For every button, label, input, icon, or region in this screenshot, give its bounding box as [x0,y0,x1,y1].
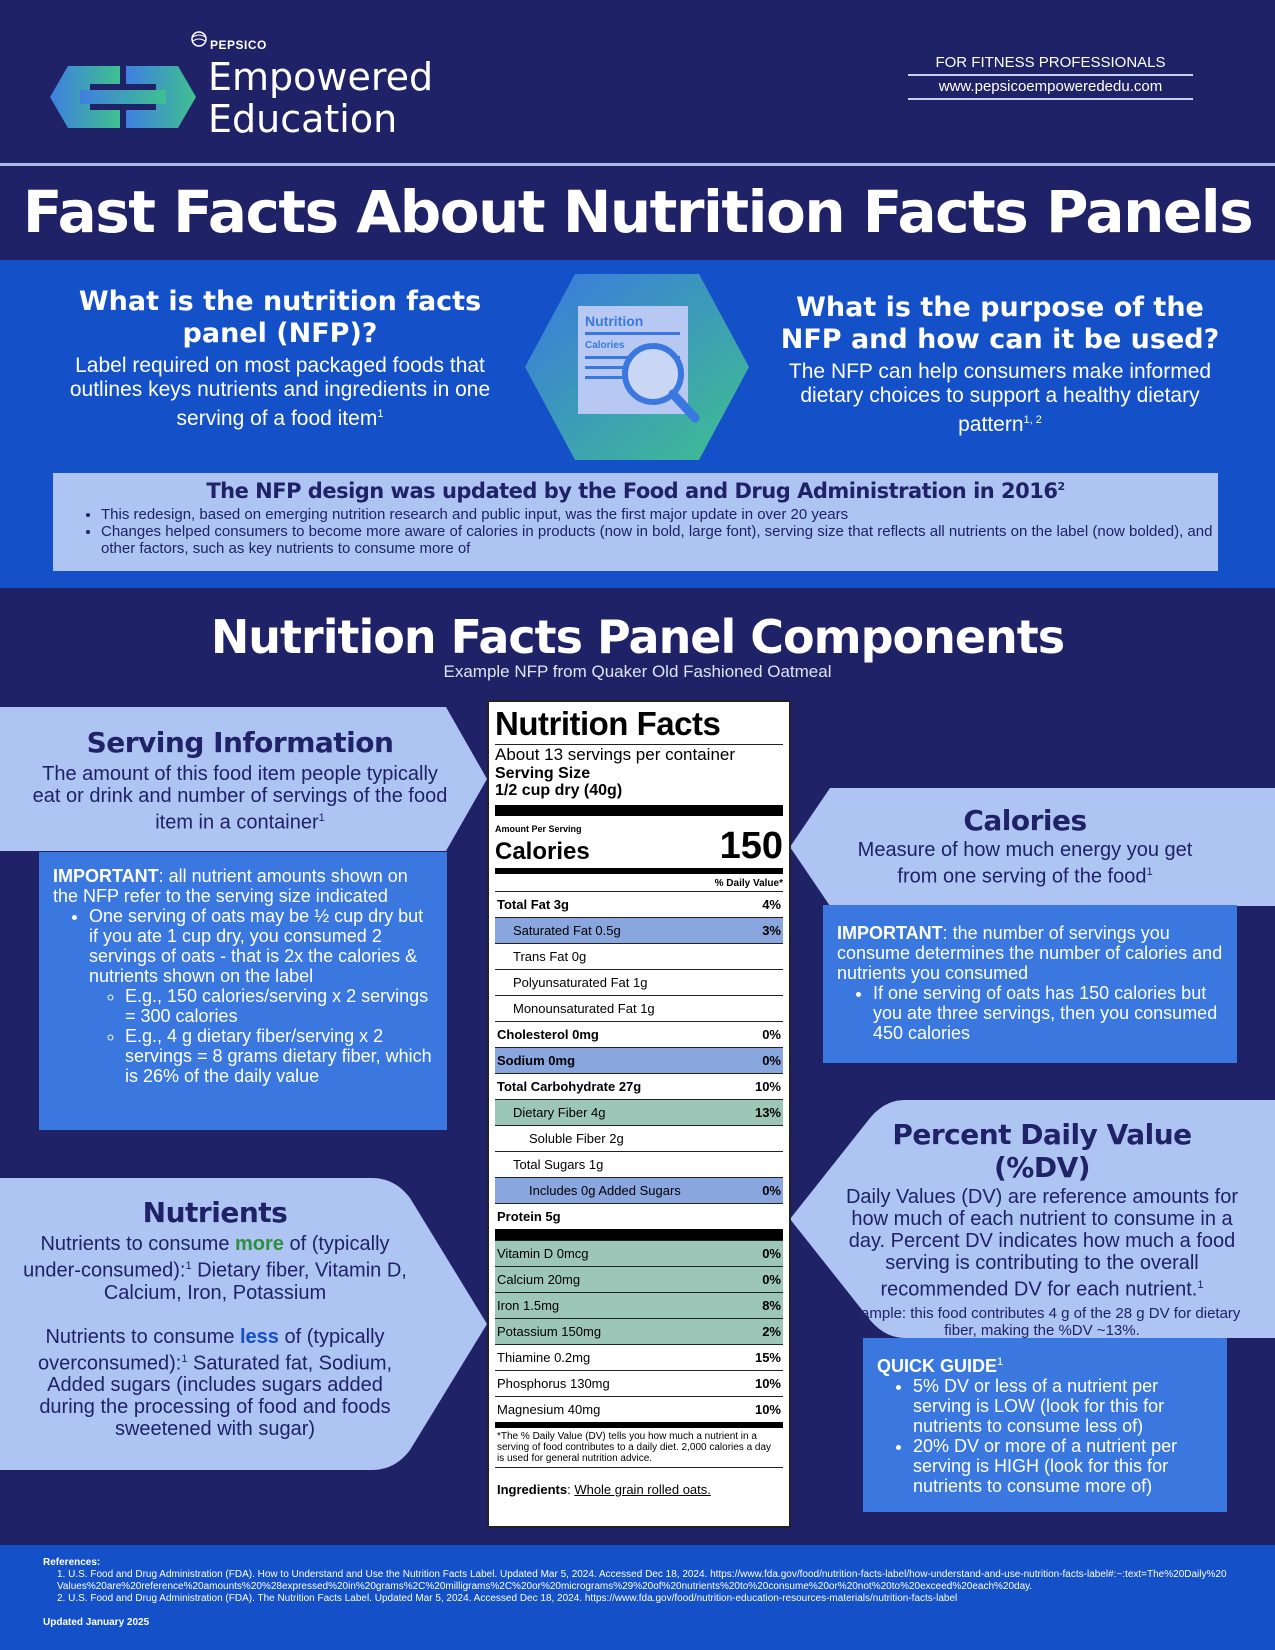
quick-guide-item: 5% DV or less of a nutrient per serving … [913,1376,1213,1436]
components-title: Nutrition Facts Panel Components [210,610,1065,664]
pepsico-globe-icon [191,31,207,47]
calories-bullet: If one serving of oats has 150 calories … [873,983,1223,1043]
serving-example: E.g., 4 g dietary fiber/serving x 2 serv… [125,1026,433,1086]
serving-example: E.g., 150 calories/serving x 2 servings … [125,986,433,1026]
serving-info-arrow-shape [0,707,487,851]
nfp-purpose: What is the purpose of the NFP and how c… [770,292,1230,437]
nutrients-arrow-shape [0,1178,487,1470]
nfp-serving-size-label: Serving Size [495,765,591,782]
reference-item: 1. U.S. Food and Drug Administration (FD… [57,1569,1227,1592]
nfp-nutrient-rows: Total Fat 3g 4% Saturated Fat 0.5g 3% Trans … [495,891,783,1229]
nfp-row: Total Fat 3g 4% [495,891,783,917]
purpose-text: The NFP can help consumers make informed… [788,360,1212,436]
calories-important-box: IMPORTANT: the number of servings you co… [823,905,1237,1063]
nutrition-label-magnifier-icon: Nutrition Calories [525,274,749,460]
nfp-row: Dietary Fiber 4g 13% [495,1099,783,1125]
nfp-dv-header: % Daily Value* [714,878,783,889]
calories-text: Measure of how much energy you get from … [857,839,1193,888]
dv-info: Percent Daily Value (%DV) Daily Values (… [842,1118,1242,1339]
nfp-vitamin-row: Magnesium 40mg 10% [495,1396,783,1422]
nutrients-more-text: Nutrients to consume more of (typically … [23,1233,407,1304]
empowered-education-logo [50,66,196,128]
nfp-row: Total Carbohydrate 27g 10% [495,1073,783,1099]
nfp-vitamin-row: Thiamine 0.2mg 15% [495,1344,783,1370]
references: References: 1. U.S. Food and Drug Admini… [43,1557,1233,1629]
nfp-ingredients: Ingredients: Whole grain rolled oats. [497,1482,711,1497]
nfp-row: Cholesterol 0mg 0% [495,1021,783,1047]
header-divider [0,163,1275,166]
dv-arrow-shape [790,1100,1275,1338]
quick-guide-item: 20% DV or more of a nutrient per serving… [913,1436,1213,1496]
nfp-vitamin-row: Potassium 150mg 2% [495,1318,783,1344]
nfp-row: Trans Fat 0g [495,943,783,969]
what-text: Label required on most packaged foods th… [69,354,491,430]
serving-important-box: IMPORTANT: all nutrient amounts shown on… [39,852,447,1130]
nfp-servings: About 13 servings per container [495,744,783,765]
svg-text:Nutrition: Nutrition [585,313,643,329]
dv-heading: Percent Daily Value (%DV) [892,1118,1192,1184]
nfp-vitamin-row: Vitamin D 0mcg 0% [495,1240,783,1266]
serving-heading: Serving Information [86,726,394,759]
nfp-title: Nutrition Facts [495,705,721,742]
update-bullet: Changes helped consumers to become more … [101,523,1218,557]
calories-info: Calories Measure of how much energy you … [840,804,1210,888]
nfp-serving-size: 1/2 cup dry (40g) [495,782,623,799]
calories-arrow-shape [790,788,1275,906]
audience-label: FOR FITNESS PROFESSIONALS [908,52,1193,76]
nfp-row: Sodium 0mg 0% [495,1047,783,1073]
company-name: PEPSICO [210,38,267,52]
update-box: The NFP design was updated by the Food a… [53,473,1218,571]
nfp-amount-label: Amount Per Serving [495,824,582,834]
dv-example: Example: this food contributes 4 g of th… [843,1304,1241,1339]
page-title: Fast Facts About Nutrition Facts Panels [22,178,1254,246]
references-band [0,1545,1275,1650]
nfp-vitamin-row: Phosphorus 130mg 10% [495,1370,783,1396]
what-heading: What is the nutrition facts panel (NFP)? [78,286,482,349]
nfp-vitamin-rows: Vitamin D 0mcg 0% Calcium 20mg 0% Iron 1.5mg… [495,1240,783,1422]
reference-item: 2. U.S. Food and Drug Administration (FD… [57,1593,958,1604]
nfp-footnote: *The % Daily Value (DV) tells you how mu… [495,1428,783,1468]
updated-date: Updated January 2025 [43,1617,150,1628]
nutrients-info: Nutrients Nutrients to consume more of (… [22,1196,408,1440]
update-heading: The NFP design was updated by the Food a… [206,479,1065,503]
nutrition-facts-panel: Nutrition Facts About 13 servings per co… [487,700,791,1528]
nfp-calories-label: Calories [495,838,590,865]
update-bullet: This redesign, based on emerging nutriti… [101,506,1218,523]
serving-text: The amount of this food item people typi… [32,763,448,834]
what-is-nfp: What is the nutrition facts panel (NFP)?… [50,286,510,431]
nfp-row: Includes 0g Added Sugars 0% [495,1177,783,1203]
svg-text:Calories: Calories [585,340,625,351]
components-subtitle: Example NFP from Quaker Old Fashioned Oa… [443,662,832,681]
nfp-row: Protein 5g [495,1203,783,1229]
calories-heading: Calories [963,804,1087,837]
nutrients-heading: Nutrients [142,1196,288,1229]
nfp-row: Total Sugars 1g [495,1151,783,1177]
nfp-calories-value: 150 [719,825,783,867]
nfp-vitamin-row: Calcium 20mg 0% [495,1266,783,1292]
nutrients-less-text: Nutrients to consume less of (typically … [37,1325,393,1441]
nfp-row: Polyunsaturated Fat 1g [495,969,783,995]
nfp-vitamin-row: Iron 1.5mg 8% [495,1292,783,1318]
quick-guide-label: QUICK GUIDE [877,1356,998,1376]
serving-info: Serving Information The amount of this f… [30,726,450,834]
nfp-row: Monounsaturated Fat 1g [495,995,783,1021]
fitness-header: FOR FITNESS PROFESSIONALS www.pepsicoemp… [908,52,1193,100]
website-link[interactable]: www.pepsicoempowerededu.com [908,76,1193,100]
brand-title: Empowered Education [208,55,434,141]
quick-guide-box: QUICK GUIDE1 5% DV or less of a nutrient… [863,1338,1227,1512]
nfp-row: Soluble Fiber 2g [495,1125,783,1151]
serving-bullet: One serving of oats may be ½ cup dry but… [89,906,433,1086]
dv-text: Daily Values (DV) are reference amounts … [845,1186,1238,1301]
purpose-heading: What is the purpose of the NFP and how c… [780,292,1220,355]
nfp-row: Saturated Fat 0.5g 3% [495,917,783,943]
